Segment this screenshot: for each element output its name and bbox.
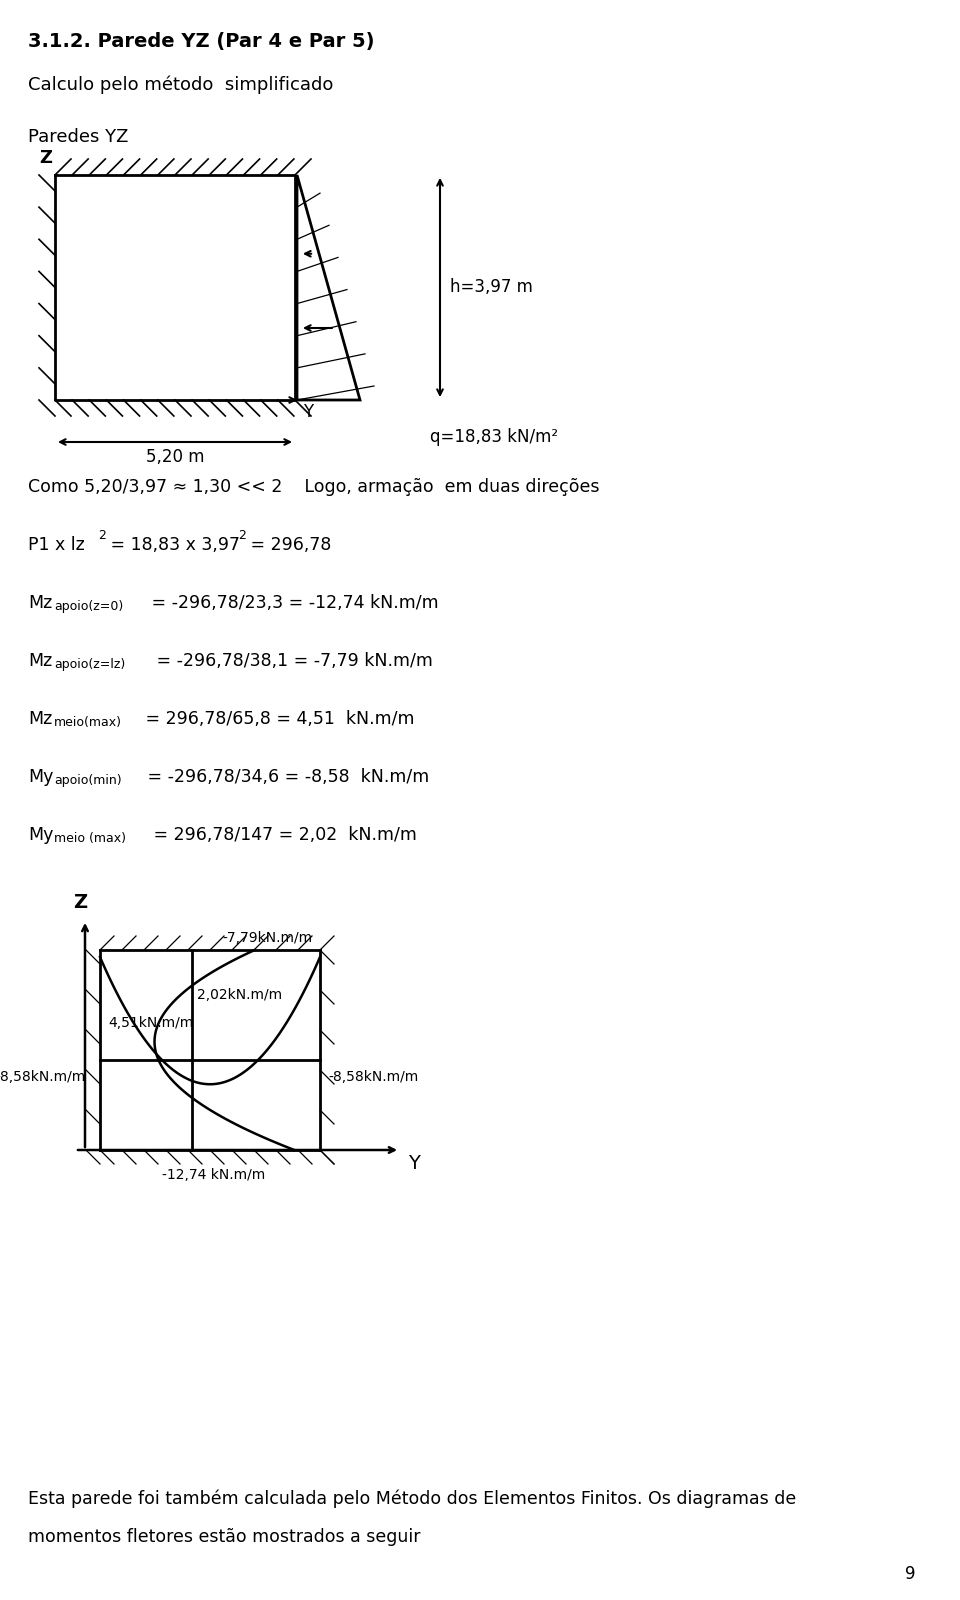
Text: q=18,83 kN/m²: q=18,83 kN/m² — [430, 427, 558, 446]
Text: = 296,78/147 = 2,02  kN.m/m: = 296,78/147 = 2,02 kN.m/m — [148, 826, 417, 845]
Text: apoio(z=lz): apoio(z=lz) — [54, 658, 125, 670]
Text: Como 5,20/3,97 ≈ 1,30 << 2    Logo, armação  em duas direções: Como 5,20/3,97 ≈ 1,30 << 2 Logo, armação… — [28, 478, 599, 496]
Text: = -296,78/34,6 = -8,58  kN.m/m: = -296,78/34,6 = -8,58 kN.m/m — [142, 768, 429, 786]
Text: 9: 9 — [904, 1565, 915, 1582]
Text: momentos fletores estão mostrados a seguir: momentos fletores estão mostrados a segu… — [28, 1528, 420, 1546]
Text: -12,74 kN.m/m: -12,74 kN.m/m — [162, 1168, 266, 1182]
Text: = 18,83 x 3,97: = 18,83 x 3,97 — [105, 536, 240, 554]
Text: 4,51kN.m/m: 4,51kN.m/m — [108, 1016, 193, 1030]
Text: 2: 2 — [98, 530, 106, 542]
Text: = 296,78: = 296,78 — [245, 536, 331, 554]
Text: My: My — [28, 826, 54, 845]
Text: apoio(min): apoio(min) — [54, 774, 122, 787]
Text: P1 x lz: P1 x lz — [28, 536, 84, 554]
Text: -8,58kN.m/m: -8,58kN.m/m — [0, 1070, 85, 1085]
Text: 2: 2 — [238, 530, 246, 542]
Text: Paredes YZ: Paredes YZ — [28, 128, 129, 146]
Text: Y: Y — [303, 403, 313, 421]
Text: Z: Z — [39, 149, 52, 166]
Text: = -296,78/38,1 = -7,79 kN.m/m: = -296,78/38,1 = -7,79 kN.m/m — [151, 653, 433, 670]
Text: meio (max): meio (max) — [54, 832, 126, 845]
Text: h=3,97 m: h=3,97 m — [450, 278, 533, 296]
Text: apoio(z=0): apoio(z=0) — [54, 600, 123, 613]
Text: = 296,78/65,8 = 4,51  kN.m/m: = 296,78/65,8 = 4,51 kN.m/m — [140, 710, 415, 728]
Text: Y: Y — [408, 1154, 420, 1173]
Text: -7,79kN.m/m: -7,79kN.m/m — [223, 931, 313, 946]
Text: Esta parede foi também calculada pelo Método dos Elementos Finitos. Os diagramas: Esta parede foi também calculada pelo Mé… — [28, 1490, 796, 1509]
Text: Mz: Mz — [28, 710, 52, 728]
Text: Mz: Mz — [28, 594, 52, 611]
Text: meio(max): meio(max) — [54, 717, 122, 730]
Text: Calculo pelo método  simplificado: Calculo pelo método simplificado — [28, 75, 333, 94]
Text: 3.1.2. Parede YZ (Par 4 e Par 5): 3.1.2. Parede YZ (Par 4 e Par 5) — [28, 32, 374, 51]
Text: = -296,78/23,3 = -12,74 kN.m/m: = -296,78/23,3 = -12,74 kN.m/m — [146, 594, 439, 611]
Text: -8,58kN.m/m: -8,58kN.m/m — [328, 1070, 419, 1085]
Text: Mz: Mz — [28, 653, 52, 670]
Text: My: My — [28, 768, 54, 786]
Text: 2,02kN.m/m: 2,02kN.m/m — [198, 987, 282, 1002]
Text: 5,20 m: 5,20 m — [146, 448, 204, 466]
Text: Z: Z — [73, 893, 87, 912]
